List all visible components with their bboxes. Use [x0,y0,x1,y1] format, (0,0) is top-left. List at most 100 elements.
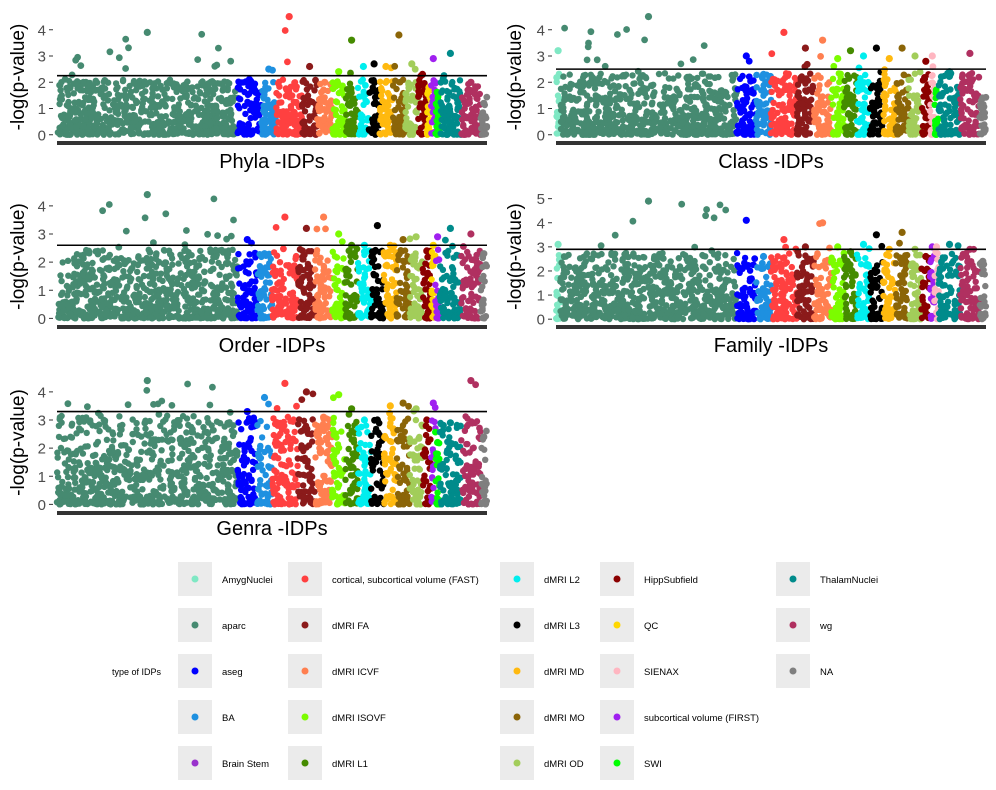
point [220,84,227,91]
point [175,260,182,267]
point [244,98,251,106]
y-tick-label: 3 [537,49,545,66]
point [248,278,255,285]
point [291,302,299,310]
point [306,113,313,120]
point [444,96,451,103]
y-axis-label: -log(p-value) [505,24,526,131]
point [472,103,479,111]
point [746,123,753,130]
point [437,99,444,106]
point [110,276,118,283]
point [578,111,586,118]
point [54,129,62,136]
point [275,80,282,87]
point [452,112,459,120]
point [641,36,648,44]
peak-point [922,57,930,65]
point [73,124,80,131]
point [127,124,135,131]
point [351,114,358,122]
peak-point [979,94,987,102]
point [215,44,222,52]
point [318,282,325,289]
point [136,83,143,90]
point [683,104,690,111]
point [391,62,399,70]
point [380,129,387,136]
point [115,131,122,138]
point [779,118,786,125]
point [657,130,665,137]
point [950,112,958,119]
point [225,309,232,316]
point [278,280,285,287]
point [173,88,180,96]
point [945,103,952,110]
point [266,279,273,286]
point [355,268,363,275]
point [96,266,104,274]
peak-point [446,49,454,58]
point [712,125,719,132]
point [378,92,385,99]
point [300,267,307,274]
point [707,73,714,80]
point [836,78,843,86]
point [106,107,113,114]
point [247,309,255,317]
point [648,82,655,89]
point [977,103,985,111]
point [451,314,458,321]
x-axis-label: Class -IDPs [718,151,824,173]
segment-dmri-icvf [311,213,335,322]
point [140,107,147,115]
point [285,111,292,119]
point [90,123,97,130]
point [277,306,284,314]
point [56,300,63,308]
point [276,259,284,266]
point [623,26,630,33]
point [169,261,176,268]
point [181,313,188,321]
point [959,72,966,80]
point [874,90,881,97]
point [682,126,689,134]
point [393,298,400,306]
point [74,53,81,61]
segment-dmri-l3 [368,222,387,322]
point [303,314,311,321]
peak-point [885,55,893,63]
point [670,103,677,111]
point [456,77,464,84]
point [660,102,667,109]
point [428,276,435,283]
point [388,276,396,283]
point [402,90,409,98]
point [860,130,867,137]
point [966,130,973,138]
point [382,262,389,269]
peak-point [819,36,827,44]
point [337,122,345,129]
point [892,124,900,132]
point [853,118,861,125]
point [428,289,435,297]
point [191,108,199,115]
point [389,282,397,289]
point [409,130,416,138]
point [224,251,232,258]
point [940,117,948,125]
point [937,101,944,108]
x-axis-bar [57,141,487,145]
point [928,72,935,80]
point [651,129,658,136]
point [589,73,596,81]
point [253,96,260,103]
point [356,310,364,317]
point [234,84,242,91]
point [105,290,112,297]
point [602,99,609,106]
